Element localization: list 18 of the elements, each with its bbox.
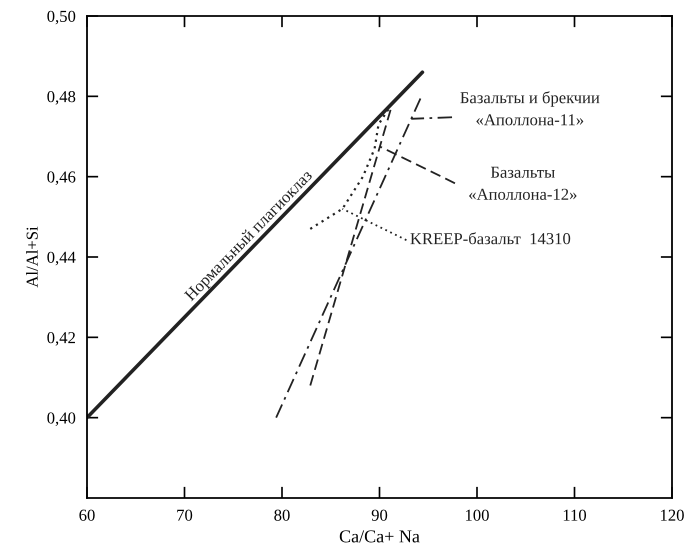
y-tick-label: 0,44 [47,252,76,266]
y-tick-label: 0,40 [47,412,76,426]
y-tick-label: 0,48 [47,91,76,105]
x-tick-label: 110 [564,510,586,521]
x-tick-label: 60 [79,510,95,521]
legend-label: Базальты и брекчии «Аполлона-11» [460,91,600,126]
x-tick-label: 80 [274,510,290,521]
x-axis-title: Ca/Ca+ Na [340,530,420,542]
x-tick-label: 90 [372,510,388,521]
x-tick-label: 70 [177,510,192,521]
text: KREEP-базальт 14310 [410,232,570,244]
y-tick-label: 0,50 [47,10,76,24]
y-tick-label: 0,46 [47,171,76,186]
legend-label: Базальты «Аполлона-12» [469,166,576,200]
y-tick-label: 0,42 [47,332,75,346]
y-axis-title: Al/Al+Si [26,226,38,288]
x-tick-label: 100 [466,510,489,521]
x-tick-label: 120 [660,510,684,521]
